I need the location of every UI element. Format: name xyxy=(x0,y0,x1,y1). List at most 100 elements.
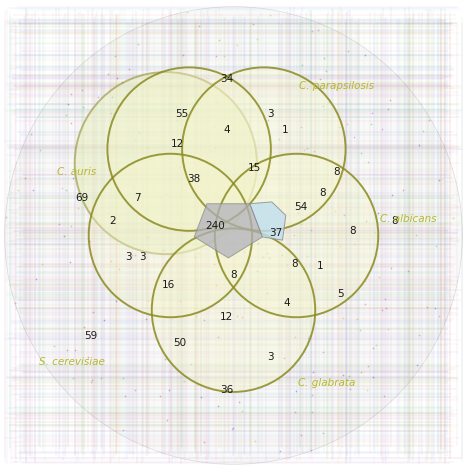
Point xyxy=(384,325,392,333)
Point xyxy=(180,51,187,58)
Point xyxy=(381,295,389,303)
Point xyxy=(111,52,119,60)
Text: 1: 1 xyxy=(282,125,288,136)
Point xyxy=(233,41,241,49)
Point xyxy=(416,141,423,149)
Point xyxy=(220,52,227,59)
Point xyxy=(347,385,354,393)
Point xyxy=(238,313,245,320)
Point xyxy=(200,317,208,324)
Point xyxy=(107,257,114,265)
Point xyxy=(163,190,170,197)
Point xyxy=(148,155,155,163)
Point xyxy=(319,349,326,356)
Point xyxy=(336,242,344,249)
Point xyxy=(2,213,10,220)
Point xyxy=(212,144,219,152)
Text: C. auris: C. auris xyxy=(57,168,97,178)
Point xyxy=(253,268,261,275)
Point xyxy=(63,111,70,119)
Point xyxy=(196,250,203,257)
Point xyxy=(12,299,19,306)
Point xyxy=(143,144,150,152)
Point xyxy=(384,106,392,113)
Point xyxy=(250,20,257,27)
Text: 50: 50 xyxy=(173,338,186,348)
Point xyxy=(67,119,75,127)
Point xyxy=(192,277,200,285)
Point xyxy=(226,70,234,78)
Text: 3: 3 xyxy=(125,252,132,261)
Point xyxy=(319,430,326,437)
Point xyxy=(291,408,298,415)
Point xyxy=(254,36,261,43)
Text: 8: 8 xyxy=(291,259,297,268)
Point xyxy=(103,209,111,216)
Point xyxy=(89,376,96,384)
Point xyxy=(228,425,235,433)
Point xyxy=(255,239,262,247)
Point xyxy=(340,211,348,219)
Point xyxy=(113,74,120,81)
Text: 8: 8 xyxy=(230,270,237,280)
Point xyxy=(300,146,308,154)
Point xyxy=(346,373,353,380)
Point xyxy=(412,232,419,239)
Point xyxy=(297,220,305,228)
Point xyxy=(88,379,95,386)
Point xyxy=(172,116,180,124)
Point xyxy=(303,252,310,260)
Point xyxy=(361,300,368,308)
Point xyxy=(215,199,222,206)
Point xyxy=(60,232,67,240)
Circle shape xyxy=(182,67,346,231)
Point xyxy=(121,392,128,400)
Point xyxy=(369,374,377,381)
Point xyxy=(100,317,108,324)
Point xyxy=(94,93,101,101)
Point xyxy=(142,315,150,323)
Point xyxy=(308,391,316,399)
Point xyxy=(212,97,219,105)
Point xyxy=(214,195,222,202)
Point xyxy=(70,374,77,382)
Point xyxy=(64,347,71,354)
Point xyxy=(165,386,173,393)
Text: S. cerevisiae: S. cerevisiae xyxy=(39,357,106,366)
Point xyxy=(78,86,85,93)
Point xyxy=(64,100,71,107)
Point xyxy=(80,324,87,331)
Circle shape xyxy=(5,7,462,464)
Point xyxy=(308,408,315,415)
Text: 3: 3 xyxy=(268,109,274,119)
Point xyxy=(184,8,191,16)
Point xyxy=(263,249,270,256)
Text: C. parapsilosis: C. parapsilosis xyxy=(299,81,374,91)
Point xyxy=(190,201,198,209)
Point xyxy=(125,65,133,73)
Text: C. glabrata: C. glabrata xyxy=(298,378,355,388)
Point xyxy=(343,120,350,128)
Point xyxy=(97,374,105,382)
Point xyxy=(432,305,439,312)
Point xyxy=(368,109,376,116)
Point xyxy=(379,306,386,313)
Point xyxy=(109,93,116,101)
Text: 2: 2 xyxy=(109,217,115,227)
Point xyxy=(166,82,174,90)
Point xyxy=(291,333,298,341)
Point xyxy=(58,184,65,191)
Point xyxy=(89,308,97,316)
Point xyxy=(264,290,271,297)
Point xyxy=(184,228,191,236)
Point xyxy=(161,355,169,363)
Point xyxy=(132,386,139,393)
Text: 8: 8 xyxy=(349,226,356,236)
Point xyxy=(201,438,208,446)
Point xyxy=(79,104,86,111)
Point xyxy=(375,209,382,217)
Circle shape xyxy=(215,154,378,317)
Point xyxy=(131,252,139,259)
Point xyxy=(353,315,361,323)
Point xyxy=(266,11,274,18)
